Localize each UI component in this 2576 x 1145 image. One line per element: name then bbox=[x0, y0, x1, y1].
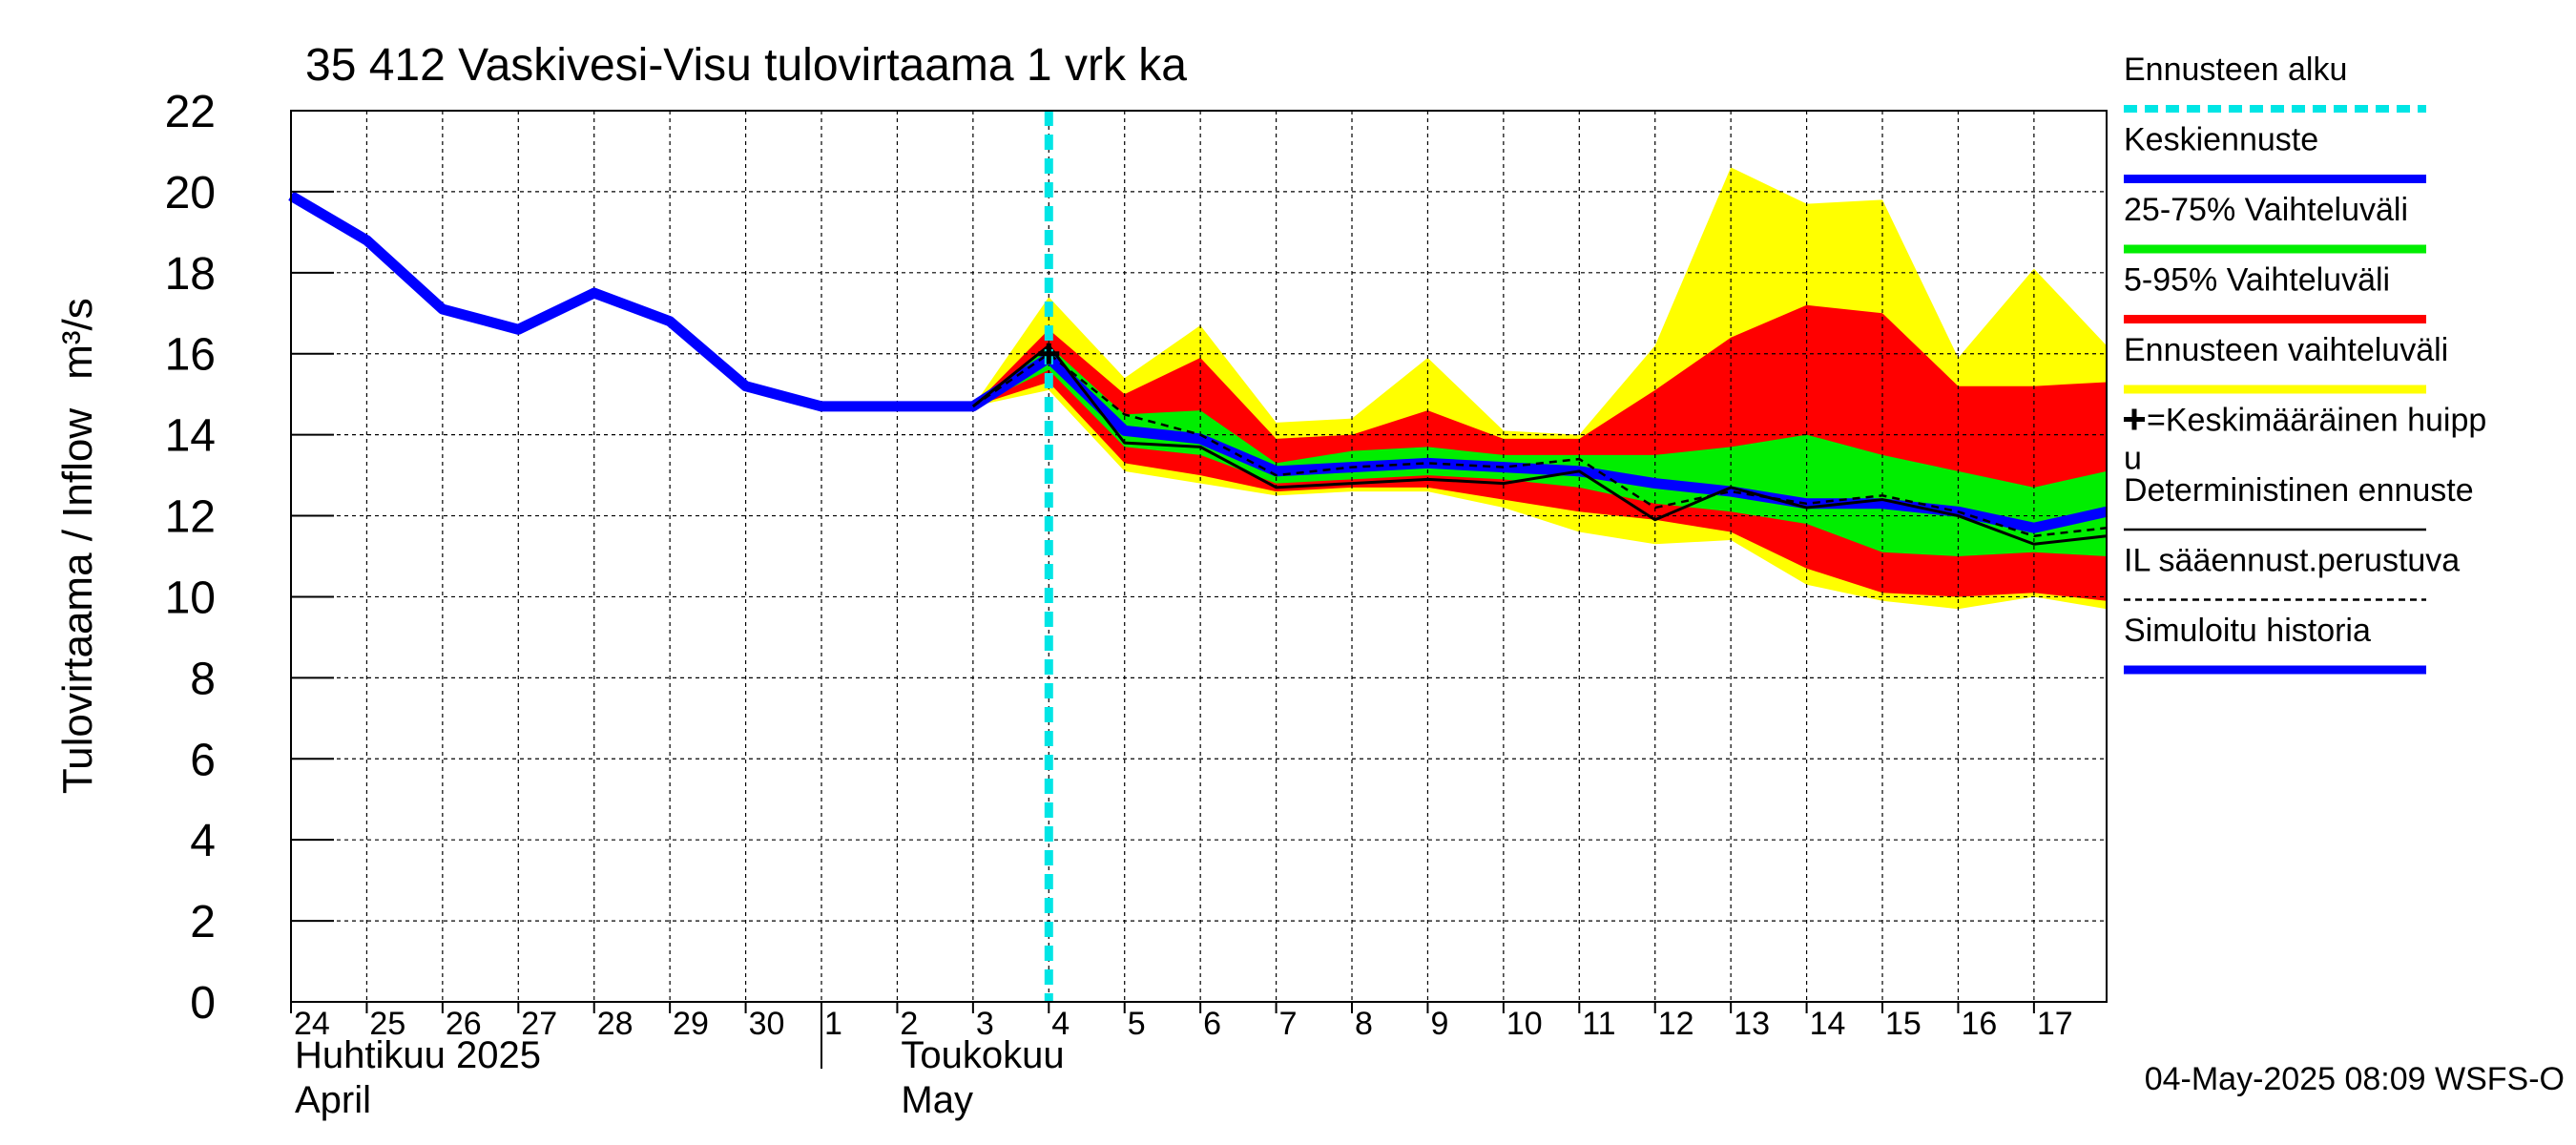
peak-markers bbox=[1038, 343, 1060, 364]
x-tick-label: 30 bbox=[749, 1006, 785, 1042]
x-tick-label: 3 bbox=[976, 1006, 994, 1042]
x-tick-label: 6 bbox=[1203, 1006, 1221, 1042]
month-label-fi: Toukokuu bbox=[901, 1034, 1064, 1076]
y-tick-label: 22 bbox=[165, 87, 216, 137]
y-tick-label: 12 bbox=[165, 492, 216, 543]
x-tick-label: 29 bbox=[673, 1006, 709, 1042]
grid-lines bbox=[291, 111, 2107, 1002]
plot-frame bbox=[290, 110, 2108, 1003]
x-tick-label: 8 bbox=[1355, 1006, 1373, 1042]
x-tick-label: 17 bbox=[2037, 1006, 2073, 1042]
x-tick-label: 12 bbox=[1658, 1006, 1694, 1042]
x-tick-label: 26 bbox=[446, 1006, 482, 1042]
x-tick-label: 5 bbox=[1128, 1006, 1146, 1042]
legend-label: Ennusteen vaihteluväli bbox=[2124, 332, 2448, 368]
y-tick-label: 2 bbox=[190, 897, 216, 947]
y-tick-label: 6 bbox=[190, 735, 216, 785]
legend-label: IL sääennust.perustuva bbox=[2124, 543, 2460, 579]
x-tick-label: 13 bbox=[1734, 1006, 1770, 1042]
legend-item-deterministinen-ennuste: Deterministinen ennuste bbox=[2124, 472, 2474, 531]
x-tick-label: 10 bbox=[1506, 1006, 1543, 1042]
y-tick-label: 20 bbox=[165, 168, 216, 219]
legend-label-cont: u bbox=[2124, 441, 2142, 477]
y-tick-label: 10 bbox=[165, 572, 216, 623]
y-tick-label: 16 bbox=[165, 330, 216, 381]
legend-item-ennusteen-alku: Ennusteen alku bbox=[2124, 52, 2426, 113]
x-tick-label: 24 bbox=[294, 1006, 330, 1042]
x-tick-label: 2 bbox=[900, 1006, 918, 1042]
y-tick-label: 14 bbox=[165, 411, 216, 462]
legend-label: Ennusteen alku bbox=[2124, 52, 2347, 88]
series-il-saaennust-perustuva bbox=[972, 352, 2108, 538]
legend-symbol bbox=[2124, 408, 2145, 430]
x-tick-label: 7 bbox=[1279, 1006, 1298, 1042]
x-tick-label: 9 bbox=[1430, 1006, 1448, 1042]
chart-title: 35 412 Vaskivesi-Visu tulovirtaama 1 vrk… bbox=[305, 40, 1187, 91]
x-tick-label: 1 bbox=[824, 1006, 842, 1042]
y-axis-label: Tulovirtaama / Inflow bbox=[54, 408, 101, 795]
legend-label: =Keskimääräinen huipp bbox=[2147, 403, 2486, 439]
x-tick-label: 11 bbox=[1582, 1006, 1615, 1042]
y-tick-label: 8 bbox=[190, 654, 216, 704]
legend-item-keskiennuste: Keskiennuste bbox=[2124, 122, 2426, 183]
x-tick-label: 14 bbox=[1810, 1006, 1846, 1042]
y-axis-unit: m³/s bbox=[54, 298, 101, 380]
x-tick-label: 28 bbox=[597, 1006, 634, 1042]
month-label-fi: Huhtikuu 2025 bbox=[295, 1034, 541, 1076]
legend-item-5-95-vaihteluvali: 5-95% Vaihteluväli bbox=[2124, 262, 2426, 323]
series-simuloitu-historia bbox=[288, 191, 1052, 412]
y-tick-label: 0 bbox=[190, 978, 216, 1029]
legend: Ennusteen alku Keskiennuste 25-75% Vaihtel… bbox=[2124, 52, 2486, 675]
x-tick-label: 27 bbox=[521, 1006, 557, 1042]
peak-marker bbox=[1038, 343, 1060, 364]
timestamp-footer: 04-May-2025 08:09 WSFS-O bbox=[2145, 1061, 2565, 1097]
legend-label: Keskiennuste bbox=[2124, 122, 2318, 158]
month-label-en: April bbox=[295, 1079, 371, 1121]
x-tick-label: 4 bbox=[1051, 1006, 1070, 1042]
legend-label: Deterministinen ennuste bbox=[2124, 472, 2474, 509]
series-deterministinen-ennuste bbox=[971, 344, 2108, 546]
series-lines bbox=[288, 111, 2109, 1002]
x-tick-label: 16 bbox=[1961, 1006, 1997, 1042]
legend-label: Simuloitu historia bbox=[2124, 613, 2371, 649]
y-tick-label: 18 bbox=[165, 249, 216, 300]
x-tick-label: 25 bbox=[369, 1006, 405, 1042]
legend-item-il-saaennust-perustuva: IL sääennust.perustuva bbox=[2124, 543, 2460, 601]
legend-item-simuloitu-historia: Simuloitu historia bbox=[2124, 613, 2426, 675]
month-label-en: May bbox=[901, 1079, 973, 1121]
legend-label: 25-75% Vaihteluväli bbox=[2124, 192, 2408, 228]
y-tick-label: 4 bbox=[190, 816, 216, 866]
legend-label: 5-95% Vaihteluväli bbox=[2124, 262, 2390, 299]
forecast-bands bbox=[972, 167, 2107, 610]
x-tick-label: 15 bbox=[1885, 1006, 1922, 1042]
legend-item-25-75-vaihteluvali: 25-75% Vaihteluväli bbox=[2124, 192, 2426, 254]
legend-item-ennusteen-vaihteluvali: Ennusteen vaihteluväli bbox=[2124, 332, 2448, 394]
